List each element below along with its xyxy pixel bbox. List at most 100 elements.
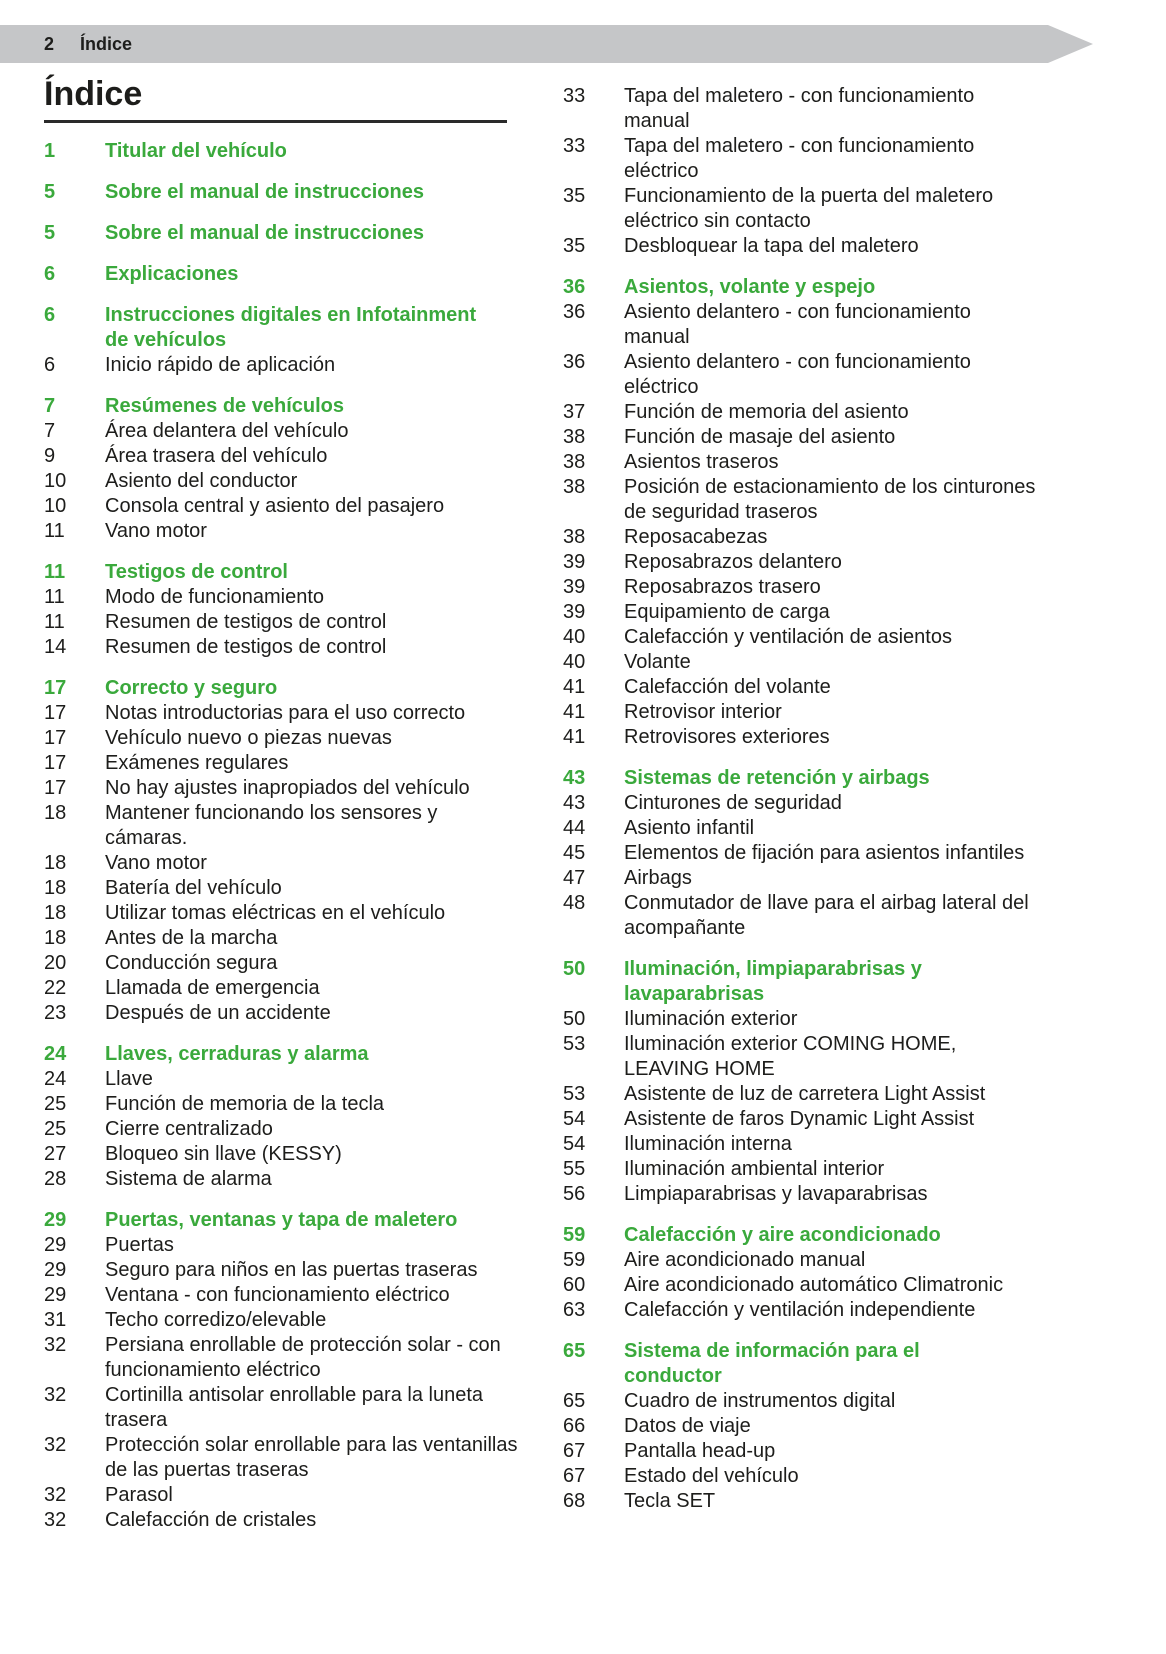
toc-group: 36 Asientos, volante y espejo 36 Asiento de… (563, 275, 1108, 750)
toc-entry: 22 Llamada de emergencia (44, 976, 530, 1001)
toc-page-number: 11 (44, 611, 65, 633)
toc-entry: 27 Bloqueo sin llave (KESSY) (44, 1142, 530, 1167)
toc-group: 24 Llaves, cerraduras y alarma 24 Llave 25 Fu… (44, 1042, 530, 1192)
toc-page-number: 59 (563, 1224, 586, 1246)
toc-page-number: 6 (44, 304, 56, 326)
toc-entry-text: Airbags (624, 867, 692, 889)
toc-entry-text: Consola central y asiento del pasajero (105, 495, 445, 517)
toc-entry-text: Vano motor (105, 520, 207, 542)
toc-page-number: 18 (44, 877, 67, 899)
toc-entry-text: Sistema de alarma (105, 1168, 272, 1190)
toc-page-number: 63 (563, 1299, 586, 1321)
toc-page-number: 36 (563, 301, 586, 323)
toc-entry-text: Retrovisores exteriores (624, 726, 830, 748)
toc-group: 29 Puertas, ventanas y tapa de maletero 29… (44, 1208, 530, 1533)
toc-entry-text: Ventana - con funcionamiento eléctrico (105, 1284, 450, 1306)
toc-page-number: 32 (44, 1484, 67, 1506)
toc-page-number: 36 (563, 276, 586, 298)
toc-page-number: 56 (563, 1183, 586, 1205)
toc-page-number: 17 (44, 752, 67, 774)
toc-section-heading: 17 Correcto y seguro (44, 676, 530, 701)
toc-entry: 39 Equipamiento de carga (563, 600, 1108, 625)
toc-entry-text: Calefacción del volante (624, 676, 831, 698)
toc-page-number: 32 (44, 1434, 67, 1456)
toc-entry-text: Cortinilla antisolar enrollable para la … (105, 1384, 483, 1431)
toc-page-number: 39 (563, 551, 586, 573)
toc-entry-text: Persiana enrollable de protección solar … (105, 1334, 501, 1381)
toc-page-number: 29 (44, 1284, 67, 1306)
toc-entry: 29 Puertas (44, 1233, 530, 1258)
toc-entry-text: Asiento infantil (624, 817, 755, 839)
toc-section-heading: 6 Instrucciones digitales en Infotainment… (44, 303, 530, 353)
toc-entry: 29 Ventana - con funcionamiento eléctrico (44, 1283, 530, 1308)
toc-entry: 11 Modo de funcionamiento (44, 585, 530, 610)
toc-page-number: 11 (44, 586, 65, 608)
toc-page-number: 5 (44, 181, 56, 203)
toc-entry-text: Resumen de testigos de control (105, 611, 387, 633)
toc-entry-text: Asiento delantero - con funcionamiento m… (624, 301, 971, 348)
toc-page-number: 38 (563, 476, 586, 498)
toc-page-number: 24 (44, 1068, 67, 1090)
toc-page-number: 37 (563, 401, 586, 423)
toc-section-heading: 11 Testigos de control (44, 560, 530, 585)
toc-entry: 38 Reposacabezas (563, 525, 1108, 550)
toc-page-number: 10 (44, 495, 67, 517)
toc-entry-text: Asistente de luz de carretera Light Assi… (624, 1083, 986, 1105)
toc-page-number: 33 (563, 135, 586, 157)
toc-page-number: 31 (44, 1309, 67, 1331)
toc-entry-text: Modo de funcionamiento (105, 586, 325, 608)
toc-page-number: 24 (44, 1043, 67, 1065)
toc-entry-text: Vehículo nuevo o piezas nuevas (105, 727, 392, 749)
toc-page-number: 54 (563, 1133, 586, 1155)
toc-entry: 47 Airbags (563, 866, 1108, 891)
toc-column-left: Índice 1 Titular del vehículo 5 Sobre el ma… (44, 74, 530, 1533)
toc-entry: 36 Asiento delantero - con funcionamiento… (563, 300, 1108, 350)
toc-page-number: 18 (44, 852, 67, 874)
toc-group: 7 Resúmenes de vehículos 7 Área delantera d… (44, 394, 530, 544)
toc-group: 65 Sistema de información para el conduct… (563, 1339, 1108, 1514)
toc-entry-text: Protección solar enrollable para las ven… (105, 1434, 518, 1481)
toc-entry-text: Aire acondicionado automático Climatroni… (624, 1274, 1004, 1296)
toc-entry: 25 Cierre centralizado (44, 1117, 530, 1142)
toc-page-number: 18 (44, 927, 67, 949)
toc-entry-text: Reposabrazos delantero (624, 551, 842, 573)
toc-page-number: 35 (563, 185, 586, 207)
toc-entry-text: Tapa del maletero - con funcionamiento e… (624, 135, 975, 182)
toc-section-heading: 1 Titular del vehículo (44, 139, 530, 164)
toc-entry-text: Asiento delantero - con funcionamiento e… (624, 351, 971, 398)
toc-section-heading: 29 Puertas, ventanas y tapa de maletero (44, 1208, 530, 1233)
toc-page-number: 38 (563, 526, 586, 548)
toc-entry-text: Antes de la marcha (105, 927, 278, 949)
toc-group: 50 Iluminación, limpiaparabrisas y lavapa… (563, 957, 1108, 1207)
toc-entry: 65 Cuadro de instrumentos digital (563, 1389, 1108, 1414)
toc-entry: 18 Utilizar tomas eléctricas en el vehícu… (44, 901, 530, 926)
toc-entry-text: Sobre el manual de instrucciones (105, 181, 424, 203)
toc-entry: 32 Protección solar enrollable para las v… (44, 1433, 530, 1483)
toc-entry: 24 Llave (44, 1067, 530, 1092)
toc-entry: 53 Iluminación exterior COMING HOME, LEAV… (563, 1032, 1108, 1082)
toc-page-number: 29 (44, 1209, 67, 1231)
toc-entry-text: Calefacción de cristales (105, 1509, 317, 1531)
toc-entry: 35 Funcionamiento de la puerta del malete… (563, 184, 1108, 234)
toc-page-number: 67 (563, 1465, 586, 1487)
toc-page-number: 17 (44, 727, 67, 749)
toc-entry: 59 Aire acondicionado manual (563, 1248, 1108, 1273)
toc-entry: 32 Parasol (44, 1483, 530, 1508)
toc-page-number: 7 (44, 420, 56, 442)
toc-entry-text: Cuadro de instrumentos digital (624, 1390, 896, 1412)
toc-entry: 36 Asiento delantero - con funcionamiento… (563, 350, 1108, 400)
toc-section-heading: 24 Llaves, cerraduras y alarma (44, 1042, 530, 1067)
toc-section-heading: 6 Explicaciones (44, 262, 530, 287)
toc-page-number: 18 (44, 802, 67, 824)
page-title: Índice (44, 75, 143, 113)
toc-group: 6 Instrucciones digitales en Infotainment… (44, 303, 530, 378)
toc-entry-text: Llave (105, 1068, 153, 1090)
toc-entry-text: Resúmenes de vehículos (105, 395, 344, 417)
toc-page-number: 32 (44, 1334, 67, 1356)
toc-page-number: 25 (44, 1118, 67, 1140)
toc-page-number: 39 (563, 601, 586, 623)
toc-entry-text: Iluminación interna (624, 1133, 792, 1155)
toc-entry: 28 Sistema de alarma (44, 1167, 530, 1192)
toc-entry: 25 Función de memoria de la tecla (44, 1092, 530, 1117)
toc-entry-text: Datos de viaje (624, 1415, 751, 1437)
